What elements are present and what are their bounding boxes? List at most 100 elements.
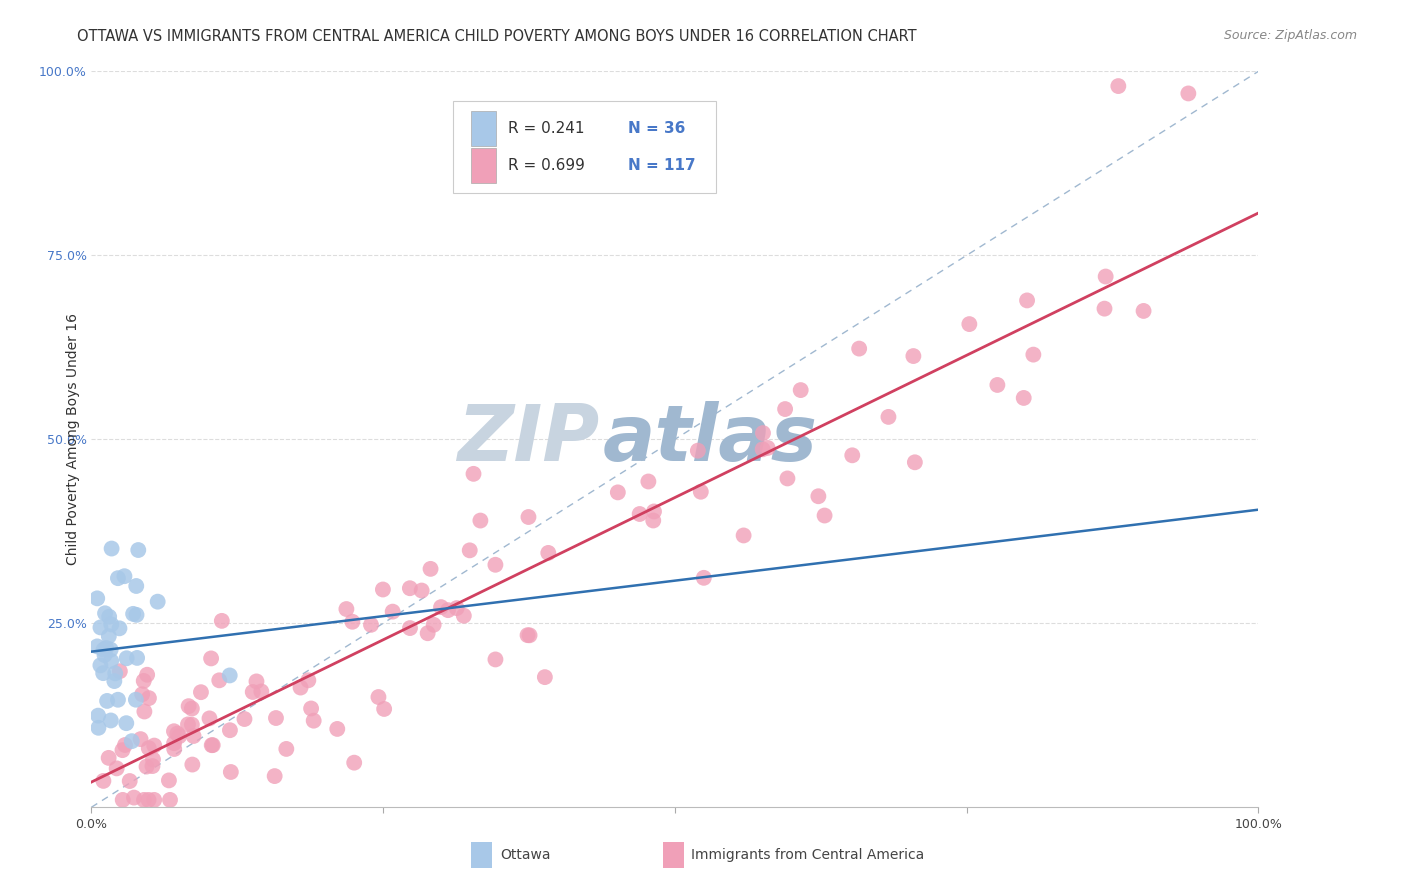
Point bbox=[399, 621, 422, 635]
Point bbox=[245, 674, 267, 689]
Point bbox=[411, 583, 433, 598]
Point bbox=[93, 773, 115, 788]
Point bbox=[163, 724, 186, 739]
Point bbox=[167, 729, 190, 743]
Text: ZIP: ZIP bbox=[457, 401, 599, 477]
Point bbox=[122, 790, 145, 805]
Text: Source: ZipAtlas.com: Source: ZipAtlas.com bbox=[1223, 29, 1357, 42]
Point bbox=[628, 507, 651, 521]
Point bbox=[125, 579, 148, 593]
Point bbox=[100, 617, 122, 632]
Point bbox=[96, 694, 118, 708]
Point bbox=[299, 701, 322, 715]
Point bbox=[848, 342, 870, 356]
Point bbox=[250, 684, 273, 698]
Point bbox=[789, 383, 811, 397]
Point bbox=[335, 602, 357, 616]
Point bbox=[637, 475, 659, 489]
Point bbox=[219, 764, 242, 779]
Point bbox=[200, 651, 222, 665]
Point bbox=[183, 729, 205, 743]
Point bbox=[422, 617, 444, 632]
Point bbox=[326, 722, 349, 736]
Point bbox=[134, 705, 156, 719]
Point bbox=[208, 673, 231, 688]
Point bbox=[98, 609, 121, 624]
Point bbox=[142, 752, 165, 766]
Point bbox=[297, 673, 319, 688]
Point bbox=[114, 569, 136, 583]
Point bbox=[111, 743, 134, 757]
Point bbox=[211, 614, 233, 628]
Point bbox=[163, 736, 186, 750]
Point bbox=[367, 690, 389, 704]
Point bbox=[131, 687, 153, 701]
Point bbox=[89, 620, 111, 634]
Point bbox=[143, 739, 166, 753]
Point bbox=[756, 441, 779, 455]
Bar bbox=[471, 148, 496, 183]
Point bbox=[166, 726, 188, 740]
Point bbox=[1012, 391, 1035, 405]
Point bbox=[643, 514, 665, 528]
Point bbox=[97, 629, 120, 643]
Point bbox=[132, 673, 155, 688]
Point bbox=[138, 793, 160, 807]
Point bbox=[118, 774, 141, 789]
Point bbox=[773, 402, 796, 417]
Point bbox=[276, 742, 298, 756]
Point bbox=[752, 426, 775, 441]
Text: atlas: atlas bbox=[603, 401, 817, 477]
Point bbox=[201, 738, 224, 752]
Point bbox=[841, 448, 863, 462]
Point bbox=[100, 642, 122, 657]
Text: R = 0.699: R = 0.699 bbox=[508, 158, 585, 173]
Point bbox=[177, 717, 200, 731]
Point bbox=[643, 504, 665, 518]
Point bbox=[115, 716, 138, 731]
Point bbox=[87, 721, 110, 735]
Point bbox=[135, 759, 157, 773]
Text: N = 36: N = 36 bbox=[628, 121, 686, 136]
Point bbox=[263, 769, 285, 783]
Point bbox=[132, 793, 155, 807]
Point bbox=[143, 793, 166, 807]
Point bbox=[111, 793, 134, 807]
Point bbox=[458, 543, 481, 558]
Point bbox=[136, 667, 159, 681]
Point bbox=[446, 601, 468, 615]
Point bbox=[302, 714, 325, 728]
Bar bbox=[471, 112, 496, 146]
Point bbox=[122, 607, 145, 621]
Point bbox=[107, 692, 129, 706]
Text: Ottawa: Ottawa bbox=[501, 848, 550, 862]
Point bbox=[419, 562, 441, 576]
Text: Immigrants from Central America: Immigrants from Central America bbox=[692, 848, 925, 862]
Point bbox=[180, 701, 202, 715]
Point bbox=[430, 600, 453, 615]
Point bbox=[218, 668, 240, 682]
Text: R = 0.241: R = 0.241 bbox=[508, 121, 585, 136]
Point bbox=[689, 484, 711, 499]
Point bbox=[807, 489, 830, 503]
Point bbox=[100, 541, 122, 556]
Point bbox=[371, 582, 394, 597]
Point bbox=[373, 702, 395, 716]
Point bbox=[146, 595, 169, 609]
Point bbox=[360, 617, 382, 632]
Point bbox=[1094, 301, 1116, 316]
Point bbox=[343, 756, 366, 770]
Point bbox=[97, 751, 120, 765]
Point bbox=[877, 409, 900, 424]
Point bbox=[537, 546, 560, 560]
Point bbox=[180, 717, 202, 731]
Point bbox=[87, 708, 110, 723]
Point bbox=[104, 666, 127, 681]
Point bbox=[534, 670, 557, 684]
Point bbox=[1015, 293, 1038, 308]
Point bbox=[108, 664, 131, 678]
Point bbox=[957, 317, 980, 331]
Point bbox=[177, 699, 200, 714]
Point bbox=[453, 608, 475, 623]
Point bbox=[463, 467, 485, 481]
